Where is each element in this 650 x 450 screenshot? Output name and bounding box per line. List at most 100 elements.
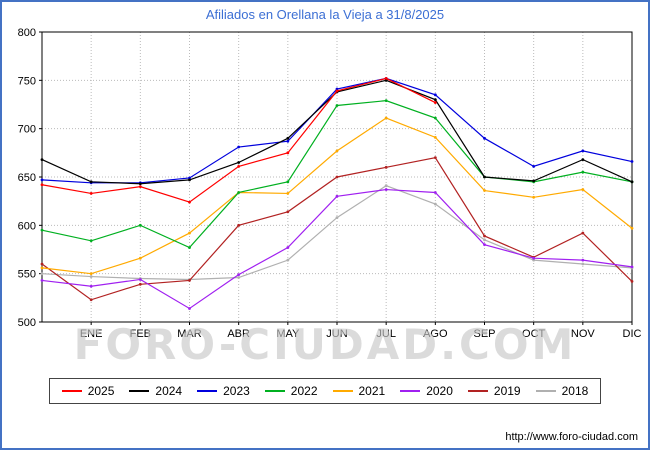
data-point [581, 258, 585, 262]
data-point [138, 282, 142, 286]
data-point [384, 99, 388, 103]
data-point [89, 272, 93, 276]
data-point [237, 276, 241, 279]
data-point [532, 195, 536, 199]
legend-swatch-2023 [197, 390, 218, 392]
y-tick-label: 600 [18, 220, 36, 232]
x-tick-label: SEP [473, 328, 495, 340]
legend-item-2020: 2020 [400, 384, 453, 398]
data-point [40, 158, 44, 162]
data-point [89, 180, 93, 184]
data-point [89, 284, 93, 288]
data-point [384, 188, 388, 191]
data-point [40, 178, 44, 182]
legend-label-2018: 2018 [561, 384, 589, 398]
data-point [433, 93, 437, 97]
data-point [188, 200, 191, 204]
data-point [532, 256, 536, 260]
data-point [89, 298, 93, 302]
legend-item-2022: 2022 [264, 384, 318, 398]
y-tick-label: 550 [18, 269, 36, 281]
data-point [581, 158, 585, 162]
data-point [483, 189, 486, 192]
x-tick-label: JUN [326, 328, 347, 340]
data-point [286, 180, 290, 184]
legend-swatch-2025 [61, 390, 82, 392]
data-point [40, 272, 44, 276]
data-point [483, 175, 486, 179]
data-point [138, 256, 142, 260]
data-point [630, 226, 634, 230]
data-point [237, 164, 241, 168]
legend-label-2023: 2023 [223, 384, 250, 398]
data-point [532, 179, 536, 183]
data-point [188, 178, 191, 182]
data-point [286, 258, 290, 262]
data-point [335, 216, 339, 220]
data-point [335, 89, 339, 93]
data-point [40, 262, 44, 266]
legend-item-2019: 2019 [467, 384, 521, 398]
data-point [483, 243, 486, 247]
data-point [237, 191, 241, 194]
data-point [581, 170, 585, 174]
x-tick-label: ABR [227, 328, 250, 340]
y-tick-label: 650 [18, 172, 36, 184]
x-tick-label: FEB [130, 328, 151, 340]
data-point [433, 116, 437, 120]
legend-swatch-2019 [467, 390, 488, 392]
data-point [532, 164, 536, 168]
data-point [384, 165, 388, 169]
data-point [433, 98, 437, 102]
legend-item-2021: 2021 [332, 384, 385, 398]
data-point [581, 262, 585, 266]
data-point [630, 265, 634, 269]
data-point [89, 239, 93, 243]
y-tick-label: 800 [18, 27, 36, 39]
data-point [433, 101, 437, 104]
data-point [40, 183, 44, 187]
data-point [483, 136, 486, 140]
legend-label-2019: 2019 [493, 384, 521, 398]
data-point [335, 149, 339, 153]
chart-title: Afiliados en Orellana la Vieja a 31/8/20… [205, 7, 445, 22]
legend-label-2020: 2020 [426, 384, 453, 398]
legend-item-2025: 2025 [61, 384, 115, 398]
data-point [286, 151, 290, 155]
footer-link[interactable]: http://www.foro-ciudad.com [505, 431, 638, 443]
legend-swatch-2021 [332, 390, 353, 392]
data-point [138, 223, 142, 227]
x-tick-label: MAY [276, 328, 300, 340]
y-tick-label: 700 [18, 124, 36, 136]
data-point [237, 273, 241, 277]
data-point [630, 180, 634, 184]
data-point [581, 231, 585, 235]
data-point [138, 185, 142, 189]
chart-legend: 2025 2024 2023 2022 2021 2020 2019 2018 [48, 378, 602, 404]
data-point [384, 184, 388, 188]
legend-item-2023: 2023 [197, 384, 250, 398]
legend-wrap: 2025 2024 2023 2022 2021 2020 2019 2018 [2, 378, 648, 404]
data-point [581, 149, 585, 153]
legend-item-2024: 2024 [129, 384, 182, 398]
data-point [335, 87, 339, 91]
data-point [433, 191, 437, 194]
data-point [581, 188, 585, 191]
legend-label-2024: 2024 [155, 384, 183, 398]
data-point [532, 258, 536, 262]
x-tick-label: DIC [623, 328, 642, 340]
x-tick-label: NOV [571, 328, 596, 340]
y-tick-label: 500 [18, 317, 36, 329]
data-point [40, 279, 44, 282]
data-point [40, 266, 44, 270]
data-point [335, 194, 339, 198]
data-point [237, 223, 241, 227]
y-axis-labels: 500 550 600 650 700 750 800 [18, 27, 36, 329]
data-point [138, 182, 142, 186]
data-point [89, 275, 93, 278]
data-point [286, 139, 290, 143]
legend-label-2025: 2025 [87, 384, 115, 398]
data-point [384, 77, 388, 80]
data-point [433, 202, 437, 206]
series-2018-line [41, 185, 633, 281]
